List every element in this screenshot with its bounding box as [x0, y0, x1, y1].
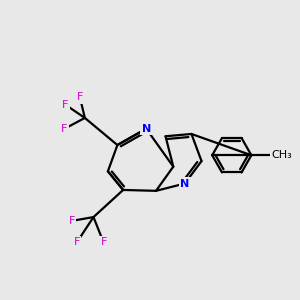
Text: F: F [61, 124, 67, 134]
Text: F: F [62, 100, 69, 110]
Text: CH₃: CH₃ [271, 150, 292, 160]
Text: N: N [142, 124, 151, 134]
Text: F: F [77, 92, 83, 103]
Text: F: F [100, 238, 107, 248]
Text: F: F [74, 238, 80, 248]
Text: N: N [180, 178, 189, 188]
Text: F: F [69, 216, 75, 226]
